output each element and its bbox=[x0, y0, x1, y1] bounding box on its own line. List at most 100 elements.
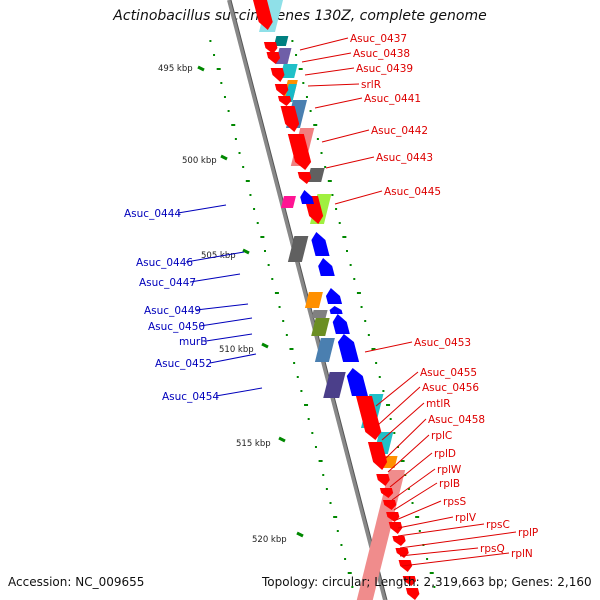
gene-label-asuc-0437[interactable]: Asuc_0437 bbox=[350, 33, 407, 45]
gc-dot bbox=[216, 68, 221, 70]
gene-label-rpsc[interactable]: rpsC bbox=[486, 519, 510, 531]
leader-line-forward bbox=[387, 434, 430, 473]
gene-label-asuc-0444[interactable]: Asuc_0444 bbox=[124, 208, 181, 220]
gene-label-rplc[interactable]: rplC bbox=[431, 430, 452, 442]
leader-line-reverse bbox=[205, 333, 253, 342]
gene-label-asuc-0438[interactable]: Asuc_0438 bbox=[353, 48, 410, 60]
leader-line-forward bbox=[325, 156, 375, 169]
leader-line-forward bbox=[304, 67, 355, 76]
gene-label-asuc-0454[interactable]: Asuc_0454 bbox=[162, 391, 219, 403]
forward-gene-arrow bbox=[402, 576, 417, 586]
reverse-feature-block bbox=[314, 338, 335, 362]
leader-line-forward bbox=[395, 500, 442, 521]
leader-line-forward bbox=[301, 52, 352, 63]
leader-line-forward bbox=[399, 531, 517, 549]
scale-tick bbox=[278, 436, 286, 443]
gc-dot bbox=[320, 152, 323, 154]
gc-dot bbox=[305, 96, 308, 98]
gc-dot bbox=[289, 348, 294, 350]
gene-label-asuc-0450[interactable]: Asuc_0450 bbox=[148, 321, 205, 333]
leader-line-forward bbox=[399, 547, 479, 557]
gc-dot bbox=[267, 264, 270, 266]
gene-label-asuc-0449[interactable]: Asuc_0449 bbox=[144, 305, 201, 317]
gene-label-rpln[interactable]: rplN bbox=[511, 548, 533, 560]
gc-dot bbox=[274, 292, 279, 294]
gc-dot bbox=[327, 180, 332, 182]
forward-gene-labels: Asuc_0437 Asuc_0438 Asuc_0439 srlR Asuc_… bbox=[350, 33, 538, 560]
gc-dot bbox=[344, 558, 347, 560]
gc-dot bbox=[364, 320, 367, 322]
reverse-gene-arrow bbox=[337, 334, 360, 362]
reverse-feature-block bbox=[287, 236, 309, 262]
forward-gene-arrow bbox=[355, 396, 382, 440]
leader-line-reverse bbox=[215, 387, 263, 397]
gc-dot bbox=[415, 516, 420, 518]
reverse-feature-block bbox=[311, 310, 328, 318]
gene-label-rpss[interactable]: rpsS bbox=[443, 496, 466, 508]
gene-label-mtlr[interactable]: mtlR bbox=[426, 398, 451, 410]
feature-block bbox=[275, 48, 292, 64]
gc-dot bbox=[285, 334, 288, 336]
leader-line-forward bbox=[375, 371, 419, 407]
gene-label-asuc-0453[interactable]: Asuc_0453 bbox=[414, 337, 471, 349]
gc-dot bbox=[378, 376, 381, 378]
gc-dot bbox=[213, 54, 216, 56]
leader-line-forward bbox=[397, 523, 485, 537]
gc-dot bbox=[295, 54, 298, 56]
leader-line-forward bbox=[401, 552, 510, 567]
gene-label-asuc-0441[interactable]: Asuc_0441 bbox=[364, 93, 421, 105]
gene-label-asuc-0442[interactable]: Asuc_0442 bbox=[371, 125, 428, 137]
gene-label-rpld[interactable]: rplD bbox=[434, 448, 456, 460]
gc-dot bbox=[293, 362, 296, 364]
gene-label-asuc-0458[interactable]: Asuc_0458 bbox=[428, 414, 485, 426]
scale-tick bbox=[242, 248, 250, 255]
gc-dot bbox=[360, 306, 363, 308]
gene-label-asuc-0439[interactable]: Asuc_0439 bbox=[356, 63, 413, 75]
gene-label-srlr[interactable]: srlR bbox=[361, 79, 381, 91]
gc-dot bbox=[223, 96, 226, 98]
gc-dot bbox=[322, 474, 325, 476]
gene-label-asuc-0443[interactable]: Asuc_0443 bbox=[376, 152, 433, 164]
gc-dot bbox=[429, 572, 434, 574]
gc-dot bbox=[234, 138, 237, 140]
leader-line-forward bbox=[314, 97, 363, 109]
forward-gene-arrow bbox=[405, 588, 420, 600]
gc-dot bbox=[329, 502, 332, 504]
gene-label-rplv[interactable]: rplV bbox=[455, 512, 477, 524]
gene-label-asuc-0456[interactable]: Asuc_0456 bbox=[422, 382, 479, 394]
reverse-feature-block bbox=[304, 292, 323, 308]
gc-dot bbox=[426, 558, 429, 560]
gc-dot bbox=[324, 166, 327, 168]
gc-dot bbox=[375, 362, 378, 364]
gene-label-rplw[interactable]: rplW bbox=[437, 464, 462, 476]
genome-summary-text: Topology: circular; Length: 2,319,663 bp… bbox=[262, 575, 592, 589]
gc-dot bbox=[386, 404, 391, 406]
reverse-gene-arrow bbox=[311, 232, 330, 256]
gene-label-rplb[interactable]: rplB bbox=[439, 478, 460, 490]
gc-dot bbox=[264, 250, 266, 252]
gc-dot bbox=[278, 306, 281, 308]
leader-line-reverse bbox=[177, 204, 227, 214]
gene-label-rpsq[interactable]: rpsQ bbox=[480, 543, 505, 555]
gc-dot bbox=[331, 194, 334, 196]
leader-line-forward bbox=[393, 482, 438, 511]
reverse-gene-arrow bbox=[346, 368, 368, 396]
scale-label-520: 520 kbp bbox=[252, 535, 287, 545]
forward-gene-arrow bbox=[376, 474, 390, 486]
gene-label-rplp[interactable]: rplP bbox=[518, 527, 538, 539]
gene-label-asuc-0446[interactable]: Asuc_0446 bbox=[136, 257, 193, 269]
gc-dot bbox=[296, 376, 299, 378]
gc-dot bbox=[313, 124, 318, 126]
scale-label-510: 510 kbp bbox=[219, 345, 254, 355]
gene-label-murb[interactable]: murB bbox=[179, 336, 207, 348]
gc-dot bbox=[338, 222, 341, 224]
gene-label-asuc-0447[interactable]: Asuc_0447 bbox=[139, 277, 196, 289]
reverse-gene-arrow bbox=[332, 314, 350, 334]
gene-label-asuc-0455[interactable]: Asuc_0455 bbox=[420, 367, 477, 379]
gc-dot-tracks bbox=[209, 40, 436, 588]
gene-label-asuc-0452[interactable]: Asuc_0452 bbox=[155, 358, 212, 370]
gc-dot bbox=[309, 110, 312, 112]
reverse-gene-arrow bbox=[325, 288, 343, 304]
gene-label-asuc-0445[interactable]: Asuc_0445 bbox=[384, 186, 441, 198]
feature-block bbox=[280, 64, 298, 78]
